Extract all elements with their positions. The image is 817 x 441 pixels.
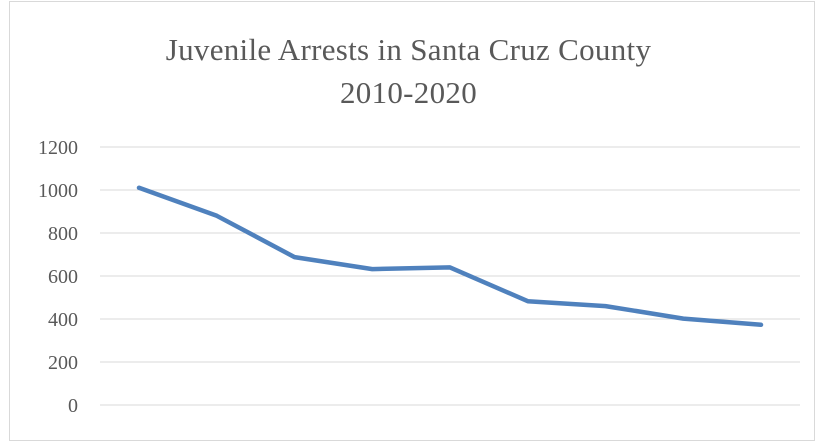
chart-title-block: Juvenile Arrests in Santa Cruz County 20…	[0, 28, 817, 114]
y-tick-label-200: 200	[48, 352, 78, 374]
y-axis-tick-labels: 0 200 400 600 800 1000 1200	[38, 137, 78, 417]
y-tick-label-800: 800	[48, 223, 78, 245]
chart-frame	[9, 1, 815, 441]
chart-title: Juvenile Arrests in Santa Cruz County	[165, 32, 652, 67]
y-tick-label-1200: 1200	[38, 137, 78, 159]
y-tick-label-0: 0	[68, 395, 78, 417]
y-tick-label-600: 600	[48, 266, 78, 288]
y-tick-label-400: 400	[48, 309, 78, 331]
series-layer	[136, 185, 764, 328]
line-chart: 0 200 400 600 800 1000 1200	[38, 137, 800, 417]
series-line-0	[136, 185, 764, 328]
gridlines	[100, 146, 800, 406]
chart-subtitle: 2010-2020	[339, 75, 478, 110]
y-tick-label-1000: 1000	[38, 180, 78, 202]
